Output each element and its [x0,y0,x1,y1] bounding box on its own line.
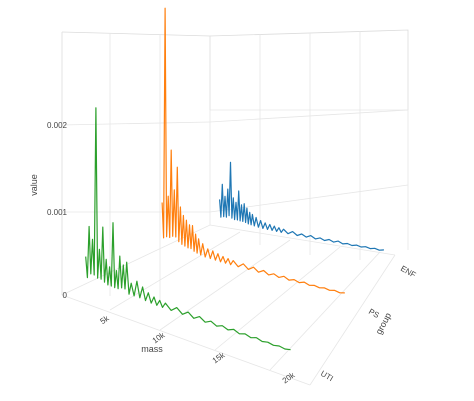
x-axis-title: mass [141,344,163,354]
z-tick-label: 0 [63,291,68,300]
x-tick-label: 15k [211,350,228,365]
group-tick-label: UTI [319,369,335,383]
series-line-uti [85,107,291,351]
traces [85,7,384,351]
group-tick-label: PS [367,307,381,320]
z-tick-label: 0.002 [47,121,68,130]
back-pane-grid [61,29,409,386]
series-line-ps [161,7,345,294]
z-tick-label: 0.001 [47,208,68,217]
x-tick-label: 5k [99,313,112,326]
group-tick-label: ENF [399,264,417,280]
x-tick-label: 20k [281,370,298,385]
series-line-enf [219,161,384,251]
z-axis-title: value [29,174,39,196]
